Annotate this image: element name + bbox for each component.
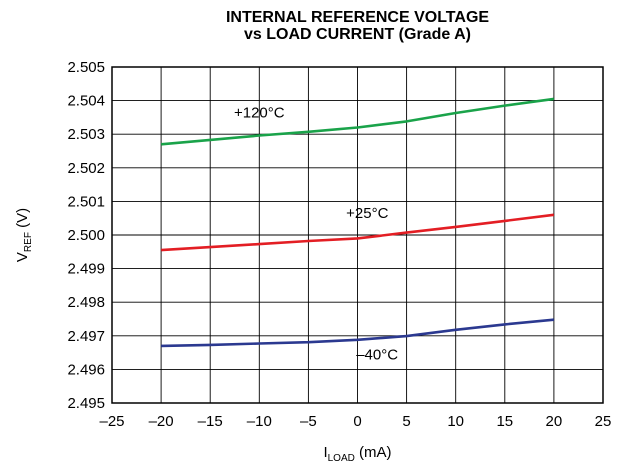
series-line [161,213,555,252]
x-axis-label: ILOAD (mA) [323,444,391,464]
y-tick-label: 2.503 [67,126,105,143]
y-tick-label: 2.500 [67,227,105,244]
x-tick-label: –10 [247,413,272,430]
plot-frame [111,66,604,404]
x-tick-label: –20 [149,413,174,430]
y-tick-label: 2.497 [67,328,105,345]
x-tick-labels: –25 –20 –15 –10 –5 0 5 10 15 20 25 [99,413,611,430]
x-tick-label: 5 [402,413,410,430]
y-tick-label: 2.495 [67,395,105,412]
chart-title-line: INTERNAL REFERENCE VOLTAGE [226,9,489,26]
y-tick-label: 2.496 [67,361,105,378]
series-line [161,318,555,348]
x-tick-label: 25 [595,413,612,430]
x-tick-label: –15 [198,413,223,430]
series-lines [160,97,555,348]
y-tick-label: 2.502 [67,160,105,177]
series-line [160,97,555,146]
series-annotations: +120°C +25°C –40°C [234,104,398,363]
y-tick-label: 2.501 [67,193,105,210]
chart-title-line: vs LOAD CURRENT (Grade A) [244,26,471,43]
y-tick-label: 2.499 [67,261,105,278]
x-tick-label: 20 [546,413,563,430]
series-label: +25°C [346,205,388,222]
x-tick-label: 15 [496,413,513,430]
x-tick-label: 10 [447,413,464,430]
y-axis-label: VREF (V) [14,208,34,262]
y-tick-label: 2.505 [67,59,105,76]
y-tick-label: 2.504 [67,93,105,110]
x-tick-label: 0 [353,413,361,430]
y-tick-labels: 2.495 2.496 2.497 2.498 2.499 2.500 2.501 2.502… [67,59,105,412]
y-tick-label: 2.498 [67,294,105,311]
x-tick-label: –25 [99,413,124,430]
x-tick-label: –5 [300,413,317,430]
series-label: +120°C [234,104,285,121]
series-label: –40°C [356,346,398,363]
